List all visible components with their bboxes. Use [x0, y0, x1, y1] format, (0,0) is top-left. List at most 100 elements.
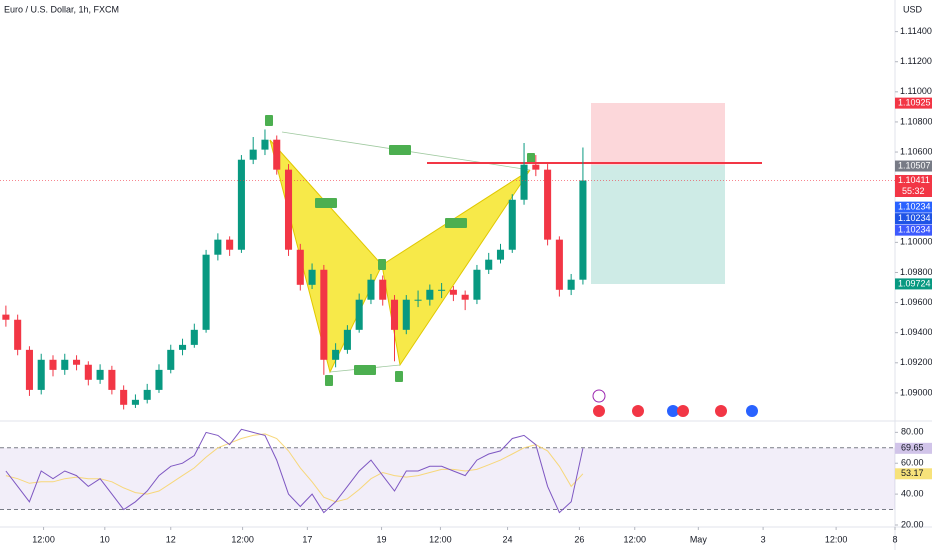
price-badge-label: 1.10234 [898, 202, 931, 212]
ratio-ac[interactable] [354, 365, 376, 375]
y-tick-label: 1.11000 [900, 86, 932, 96]
ratio-bd[interactable] [445, 218, 467, 228]
price-badge [895, 160, 932, 172]
candle-body [496, 249, 505, 260]
rsi-tick-label: 80.00 [901, 427, 924, 437]
x-tick-label: 26 [574, 534, 584, 544]
target-zone[interactable] [591, 165, 725, 284]
price-badge [895, 213, 932, 225]
point-d[interactable] [527, 153, 535, 164]
price-badge [895, 201, 932, 213]
event-icon[interactable] [667, 405, 679, 417]
y-tick-label: 1.10600 [900, 146, 932, 156]
chart-title: Euro / U.S. Dollar, 1h, FXCM [4, 4, 119, 14]
rsi-badge-label: 53.17 [901, 468, 924, 478]
candle-body [108, 369, 116, 390]
rsi-badge [895, 442, 932, 454]
candle-body [155, 369, 163, 390]
candle-body [37, 359, 45, 390]
candle-body [237, 159, 245, 250]
event-icon[interactable] [632, 405, 644, 417]
candle-body [544, 169, 552, 240]
candle-body [190, 329, 198, 345]
candle-body [485, 259, 493, 270]
candle-body [2, 314, 10, 320]
x-tick-label: 12:00 [32, 534, 55, 544]
point-c[interactable] [395, 371, 403, 382]
candle-body [438, 289, 446, 291]
candle-body [96, 369, 104, 380]
price-badge-label: 1.10234 [898, 225, 931, 235]
price-badge [895, 278, 932, 290]
candle-body [520, 164, 528, 200]
rsi-tick-label: 60.00 [901, 458, 924, 468]
candle-body [414, 299, 422, 301]
ratio-xb[interactable] [315, 198, 337, 208]
price-countdown: 55:32 [902, 186, 925, 196]
price-badge [895, 97, 932, 109]
y-tick-label: 1.10000 [900, 237, 932, 247]
stop-zone[interactable] [591, 103, 725, 165]
candle-body [355, 299, 363, 330]
event-icon[interactable] [746, 405, 758, 417]
event-icon[interactable] [677, 405, 689, 417]
y-tick-label: 1.11400 [900, 26, 932, 36]
ratio-xd[interactable] [389, 145, 411, 155]
price-badge [895, 174, 932, 197]
event-icon[interactable] [592, 389, 606, 403]
price-badge-label: 1.10507 [898, 160, 931, 170]
event-icon[interactable] [593, 405, 605, 417]
rsi-tick-label: 40.00 [901, 488, 924, 498]
y-tick-label: 1.10800 [900, 116, 932, 126]
price-badge [895, 224, 932, 236]
x-tick-label: 17 [302, 534, 312, 544]
candle-body [14, 319, 22, 350]
candle-body [320, 269, 328, 360]
candle-body [579, 180, 587, 280]
candle-body [120, 389, 128, 405]
candle-body [567, 279, 575, 290]
y-tick-label: 1.09000 [900, 387, 932, 397]
candle-body [473, 269, 481, 300]
x-tick-label: 24 [503, 534, 513, 544]
x-tick-label: 12 [166, 534, 176, 544]
point-x[interactable] [265, 115, 273, 126]
candle-body [261, 139, 269, 150]
pattern-points [265, 115, 535, 386]
candle-body [226, 239, 234, 250]
x-tick-label: 12:00 [429, 534, 452, 544]
y-tick-label: 1.09400 [900, 327, 932, 337]
x-tick-label: 19 [377, 534, 387, 544]
x-tick-label: 8 [892, 534, 897, 544]
x-tick-label: 12:00 [623, 534, 646, 544]
event-icon[interactable] [715, 405, 727, 417]
candle-body [367, 279, 375, 300]
point-b[interactable] [378, 259, 386, 270]
candle-body [461, 294, 469, 300]
candle-body [426, 289, 434, 300]
rsi-ma-line [5, 433, 584, 503]
candle-body [308, 269, 316, 285]
y-tick-label: 1.09800 [900, 267, 932, 277]
y-tick-label: 1.09200 [900, 357, 932, 367]
candle-body [532, 164, 540, 170]
candle-body [202, 254, 210, 330]
x-tick-label: 3 [761, 534, 766, 544]
candle-body [284, 169, 293, 250]
x-tick-label: 12:00 [825, 534, 848, 544]
candle-body [508, 199, 516, 250]
x-tick-label: May [690, 534, 708, 544]
candle-body [296, 249, 304, 285]
candle-body [273, 139, 281, 170]
candle-body [61, 359, 69, 370]
candle-body [49, 359, 57, 370]
x-tick-label: 10 [100, 534, 110, 544]
rsi-line [5, 428, 584, 514]
candle-body [390, 299, 399, 330]
candle-body [343, 329, 351, 350]
point-a[interactable] [325, 375, 333, 386]
candle-body [379, 279, 387, 300]
candle-body [73, 359, 81, 365]
